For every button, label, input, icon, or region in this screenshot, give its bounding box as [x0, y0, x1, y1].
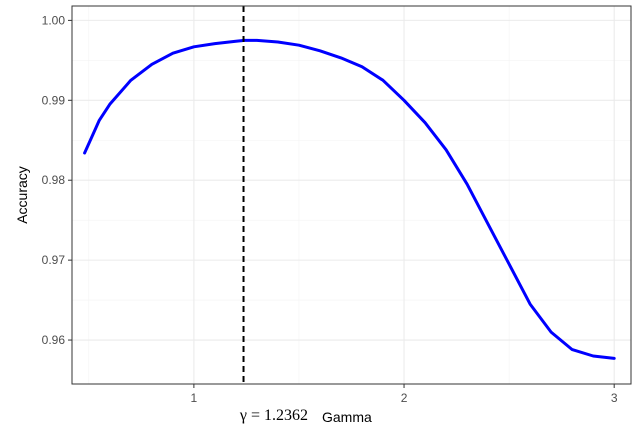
x-tick-label: 2	[401, 391, 408, 405]
x-tick-label: 1	[191, 391, 198, 405]
x-axis-title: Gamma	[322, 409, 372, 425]
y-tick-label: 0.97	[42, 253, 66, 267]
gamma-annotation: γ = 1.2362	[239, 407, 308, 424]
accuracy-line	[83, 38, 616, 360]
y-tick-label: 0.96	[42, 333, 66, 347]
y-axis-title: Accuracy	[14, 166, 30, 224]
minor-gridlines	[72, 6, 631, 384]
y-tick-label: 1.00	[42, 13, 66, 27]
plot-panel	[72, 6, 631, 384]
y-tick-label: 0.98	[42, 173, 66, 187]
y-axis-ticks: 0.96 0.97 0.98 0.99 1.00	[42, 13, 72, 347]
major-gridlines	[72, 6, 631, 384]
x-tick-label: 3	[611, 391, 618, 405]
x-axis-ticks: 1 2 3	[191, 384, 618, 405]
plot-border	[71, 5, 632, 385]
series-layer	[83, 38, 616, 360]
y-tick-label: 0.99	[42, 93, 66, 107]
